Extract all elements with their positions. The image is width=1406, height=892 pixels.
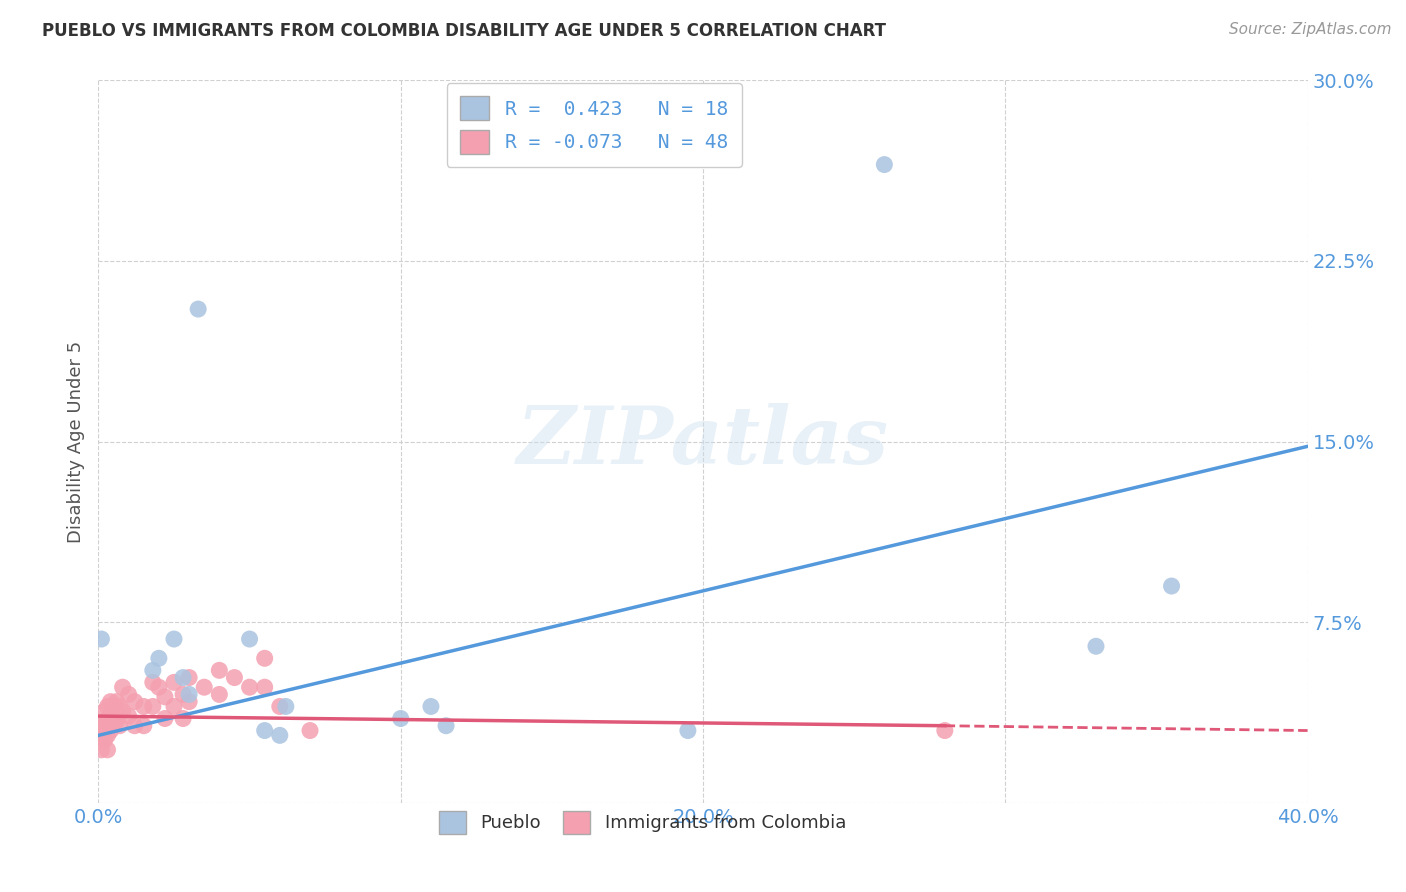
Point xyxy=(1085,639,1108,653)
Point xyxy=(100,709,122,723)
Point xyxy=(434,719,457,733)
Text: Source: ZipAtlas.com: Source: ZipAtlas.com xyxy=(1229,22,1392,37)
Point xyxy=(111,704,134,718)
Point xyxy=(208,687,231,701)
Point xyxy=(269,728,291,742)
Point xyxy=(142,675,165,690)
Point xyxy=(873,157,896,171)
Point xyxy=(132,699,155,714)
Point xyxy=(96,743,118,757)
Point xyxy=(193,680,215,694)
Point xyxy=(96,699,118,714)
Legend: Pueblo, Immigrants from Colombia: Pueblo, Immigrants from Colombia xyxy=(429,801,856,845)
Text: PUEBLO VS IMMIGRANTS FROM COLOMBIA DISABILITY AGE UNDER 5 CORRELATION CHART: PUEBLO VS IMMIGRANTS FROM COLOMBIA DISAB… xyxy=(42,22,886,40)
Text: ZIPatlas: ZIPatlas xyxy=(517,403,889,480)
Point xyxy=(274,699,297,714)
Point xyxy=(118,709,141,723)
Point xyxy=(163,632,186,646)
Point xyxy=(253,723,276,738)
Point xyxy=(100,695,122,709)
Point xyxy=(163,699,186,714)
Point xyxy=(93,704,115,718)
Point xyxy=(96,728,118,742)
Point xyxy=(269,699,291,714)
Point xyxy=(187,301,209,317)
Point xyxy=(103,716,125,731)
Point xyxy=(179,671,201,685)
Point xyxy=(90,728,112,742)
Point xyxy=(1160,579,1182,593)
Point xyxy=(90,632,112,646)
Point xyxy=(389,712,412,726)
Point xyxy=(224,671,246,685)
Y-axis label: Disability Age Under 5: Disability Age Under 5 xyxy=(66,341,84,542)
Point xyxy=(253,651,276,665)
Point xyxy=(108,719,131,733)
Point xyxy=(93,719,115,733)
Point xyxy=(179,687,201,701)
Point xyxy=(934,723,956,738)
Point xyxy=(111,680,134,694)
Point xyxy=(676,723,699,738)
Point xyxy=(153,690,176,704)
Point xyxy=(179,695,201,709)
Point xyxy=(172,687,194,701)
Point xyxy=(239,680,262,694)
Point xyxy=(172,712,194,726)
Point xyxy=(132,719,155,733)
Point xyxy=(118,687,141,701)
Point xyxy=(100,723,122,738)
Point xyxy=(90,719,112,733)
Point xyxy=(124,695,146,709)
Point xyxy=(172,671,194,685)
Point xyxy=(93,733,115,747)
Point xyxy=(96,712,118,726)
Point xyxy=(105,714,128,728)
Point xyxy=(153,712,176,726)
Point xyxy=(299,723,322,738)
Point xyxy=(142,664,165,678)
Point xyxy=(124,719,146,733)
Point xyxy=(253,680,276,694)
Point xyxy=(105,695,128,709)
Point xyxy=(163,675,186,690)
Point xyxy=(142,699,165,714)
Point xyxy=(239,632,262,646)
Point xyxy=(208,664,231,678)
Point xyxy=(90,743,112,757)
Point xyxy=(420,699,443,714)
Point xyxy=(148,680,170,694)
Point xyxy=(148,651,170,665)
Point xyxy=(103,699,125,714)
Point xyxy=(108,699,131,714)
